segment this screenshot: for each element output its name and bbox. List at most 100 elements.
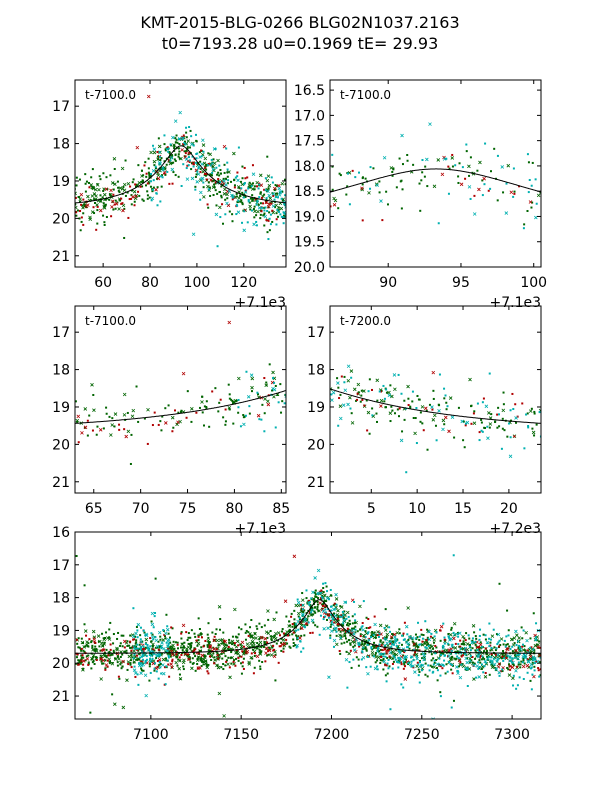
data-point <box>277 639 280 642</box>
data-point <box>353 621 356 624</box>
data-point <box>231 220 234 223</box>
data-point <box>531 427 534 430</box>
data-point <box>412 666 415 669</box>
data-point <box>444 394 447 397</box>
data-point <box>286 210 289 213</box>
data-point <box>349 642 352 645</box>
data-point <box>443 636 446 639</box>
data-point <box>354 625 357 628</box>
data-point <box>175 656 178 659</box>
data-point <box>165 613 168 616</box>
data-point <box>135 145 140 150</box>
data-point <box>324 615 327 618</box>
data-point <box>515 687 518 690</box>
data-point <box>180 410 183 413</box>
data-point <box>220 185 223 188</box>
data-point <box>221 657 224 660</box>
data-point <box>366 655 369 658</box>
data-point <box>277 183 281 188</box>
data-point <box>248 204 252 209</box>
data-point <box>482 176 486 181</box>
data-point <box>447 192 450 195</box>
data-point <box>400 179 403 182</box>
data-point <box>177 666 182 671</box>
data-point <box>107 654 110 657</box>
data-point <box>213 656 216 659</box>
data-point <box>388 411 393 415</box>
data-point <box>432 663 435 666</box>
data-point <box>450 628 453 631</box>
data-point <box>84 190 87 193</box>
data-point <box>164 637 167 640</box>
data-point <box>221 183 224 186</box>
data-point <box>497 406 500 409</box>
data-point <box>161 652 164 655</box>
data-point <box>200 656 203 659</box>
data-point <box>82 667 85 670</box>
data-point <box>313 591 316 594</box>
data-point <box>431 636 434 639</box>
data-point <box>141 653 144 656</box>
data-point <box>357 664 360 667</box>
data-point <box>195 157 198 160</box>
data-point <box>352 627 355 630</box>
data-point <box>177 153 180 156</box>
data-point <box>448 167 451 170</box>
data-point <box>267 238 270 241</box>
data-point <box>80 637 83 640</box>
data-point <box>481 401 484 404</box>
data-point <box>127 654 132 659</box>
data-point <box>202 161 207 166</box>
data-point <box>168 675 171 678</box>
data-point <box>300 604 303 607</box>
data-point <box>171 646 174 649</box>
data-point <box>542 414 545 417</box>
data-point <box>364 646 367 649</box>
data-point <box>340 623 343 626</box>
data-point <box>429 664 432 667</box>
data-point <box>436 158 441 162</box>
data-point <box>446 405 449 408</box>
data-point <box>523 645 526 648</box>
data-point <box>330 594 333 597</box>
data-point <box>194 185 197 188</box>
data-point <box>202 181 205 184</box>
data-point <box>121 705 126 710</box>
data-point <box>255 220 258 223</box>
y-tick-label: 20 <box>52 437 70 453</box>
data-point <box>228 638 231 641</box>
data-point <box>184 647 189 651</box>
data-point <box>177 175 180 178</box>
data-point <box>454 650 457 653</box>
data-point <box>118 186 123 190</box>
data-point <box>498 663 501 666</box>
data-point <box>418 649 421 652</box>
data-point <box>104 668 107 671</box>
data-point <box>346 627 349 630</box>
data-point <box>478 646 481 649</box>
data-point <box>248 412 251 415</box>
data-point <box>319 614 322 617</box>
data-point <box>126 640 129 643</box>
data-point <box>253 632 257 636</box>
data-point <box>248 181 251 184</box>
y-tick-label: 20 <box>307 437 325 453</box>
data-point <box>213 635 216 638</box>
data-point <box>267 618 270 621</box>
data-point <box>189 647 192 650</box>
data-point <box>371 414 374 417</box>
data-point <box>406 384 410 389</box>
data-point <box>387 658 390 661</box>
data-point <box>223 187 227 192</box>
data-point <box>484 404 489 409</box>
data-point <box>351 615 354 618</box>
y-tick-label: 21 <box>52 475 70 491</box>
data-point <box>121 653 124 656</box>
data-point <box>110 653 113 656</box>
data-point <box>83 407 88 411</box>
data-point <box>414 651 417 654</box>
data-point <box>362 646 365 649</box>
data-point <box>116 664 119 667</box>
data-point <box>519 666 522 669</box>
